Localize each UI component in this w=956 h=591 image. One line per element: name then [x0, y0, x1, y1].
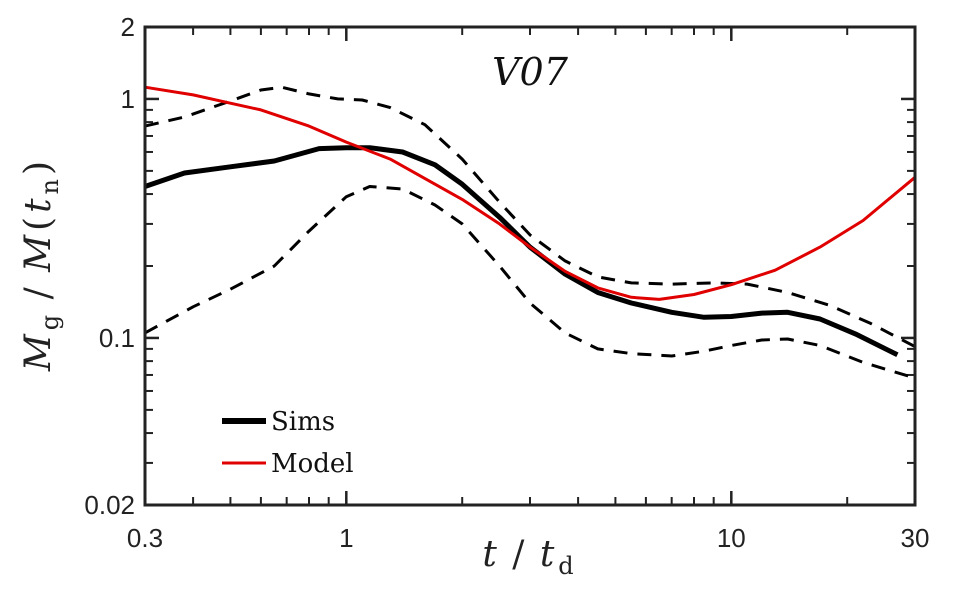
y-tick-label: 0.02: [84, 490, 135, 520]
y-tick-label: 1: [121, 84, 135, 114]
legend-label-model: Model: [271, 449, 354, 479]
x-tick-label: 0.3: [127, 523, 163, 553]
series-line-lower-bound: [144, 185, 916, 380]
x-tick-label: 10: [717, 523, 746, 553]
series-line-upper-bound: [144, 85, 916, 348]
x-axis-label: t / t d: [482, 534, 573, 580]
x-label-sep: /: [501, 534, 536, 575]
y-label-var3: t: [18, 198, 59, 213]
minor-ticks: [145, 27, 915, 505]
series-line-model: [144, 85, 916, 301]
series-line-sims: [144, 145, 899, 358]
y-tick-label: 0.1: [99, 323, 135, 353]
panel-title-text: V07: [492, 50, 569, 94]
plot-frame: [143, 25, 917, 507]
x-label-sub2: d: [558, 552, 573, 580]
major-ticks: [143, 25, 917, 507]
y-label-paren-close: ): [18, 161, 59, 175]
x-tick-label: 30: [901, 523, 930, 553]
y-label-sub3: n: [36, 179, 64, 194]
y-label-sub: g: [36, 315, 64, 330]
legend: Sims Model: [222, 407, 354, 479]
x-label-var2: t: [540, 534, 555, 575]
y-axis-label: M g / M ( t n ): [18, 161, 64, 372]
panel-title: V07: [492, 50, 569, 94]
y-tick-label: 2: [121, 12, 135, 42]
y-label-var2: M: [18, 234, 59, 273]
x-tick-label: 1: [339, 523, 353, 553]
y-label-paren-open: (: [18, 217, 59, 231]
series-group: [144, 85, 916, 380]
y-label-var: M: [18, 333, 59, 372]
legend-label-sims: Sims: [271, 407, 335, 437]
x-tick-labels: 0.3 1 10 30: [127, 523, 930, 553]
y-tick-labels: 0.02 0.1 1 2: [84, 12, 135, 520]
y-label-sep: /: [18, 276, 59, 311]
x-label-var: t: [482, 534, 497, 575]
